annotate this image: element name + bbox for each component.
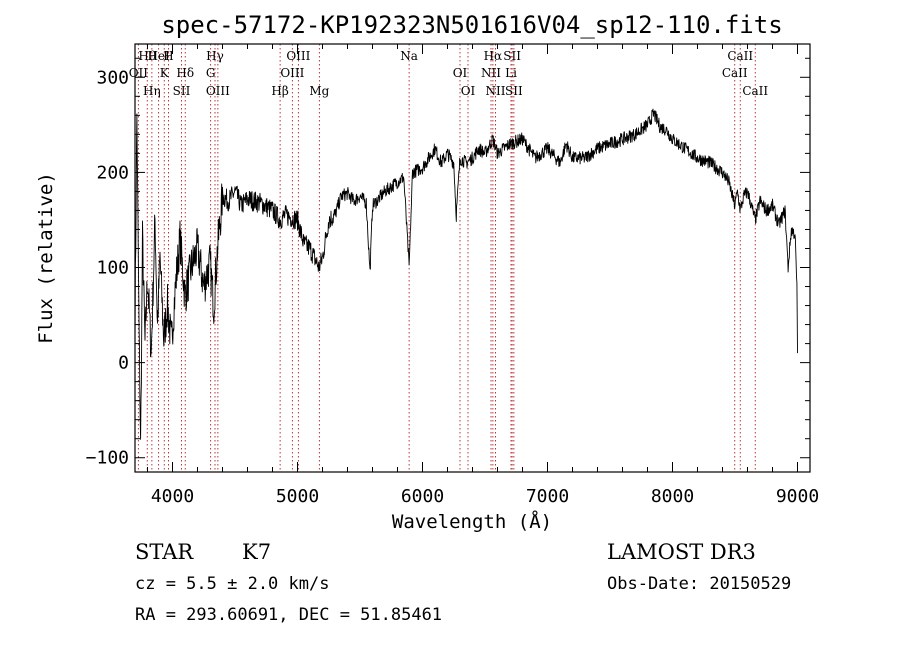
line-label: H bbox=[163, 49, 173, 63]
line-label: Mg bbox=[309, 84, 329, 98]
observation-date: Obs-Date: 20150529 bbox=[607, 574, 791, 594]
survey-name: LAMOST DR3 bbox=[607, 540, 756, 564]
object-class: STAR bbox=[135, 540, 194, 564]
y-tick-label: 100 bbox=[96, 258, 129, 279]
x-axis: 4000 5000 6000 7000 8000 9000 bbox=[147, 44, 819, 507]
y-tick-label: 300 bbox=[96, 67, 129, 88]
line-label: G bbox=[206, 66, 216, 80]
line-label: Hη bbox=[143, 84, 161, 98]
line-label: Na bbox=[400, 49, 418, 63]
line-label: K bbox=[160, 66, 170, 80]
spectrum-line bbox=[134, 108, 798, 440]
line-label: SII bbox=[503, 49, 521, 63]
line-label: CaII bbox=[722, 66, 748, 80]
x-axis-label: Wavelength (Å) bbox=[392, 510, 552, 533]
spectral-line-markers bbox=[137, 44, 756, 472]
line-label: Hγ bbox=[206, 49, 224, 63]
coordinates: RA = 293.60691, DEC = 51.85461 bbox=[135, 605, 442, 625]
x-tick-label: 5000 bbox=[276, 486, 319, 507]
line-label: CaII bbox=[742, 84, 768, 98]
line-label: CaII bbox=[727, 49, 753, 63]
line-label: SII bbox=[505, 84, 523, 98]
y-tick-label: 0 bbox=[118, 353, 129, 374]
line-label: OI bbox=[461, 84, 476, 98]
x-tick-label: 6000 bbox=[401, 486, 444, 507]
line-label: SII bbox=[173, 84, 191, 98]
chart-title: spec-57172-KP192323N501616V04_sp12-110.f… bbox=[161, 11, 782, 39]
line-label: Hα bbox=[484, 49, 503, 63]
line-label: OIII bbox=[280, 66, 304, 80]
y-tick-label: 200 bbox=[96, 162, 129, 183]
x-tick-label: 9000 bbox=[776, 486, 819, 507]
spectrum-series bbox=[134, 108, 798, 440]
subclass: K7 bbox=[242, 540, 271, 564]
x-tick-label: 8000 bbox=[651, 486, 694, 507]
line-label: OII bbox=[129, 66, 149, 80]
plot-frame bbox=[134, 43, 811, 473]
y-axis-label: Flux (relative) bbox=[35, 172, 57, 344]
line-label: Hθ bbox=[138, 49, 156, 63]
line-label: HeI bbox=[147, 49, 170, 63]
line-label: OIII bbox=[206, 84, 230, 98]
line-label: NII bbox=[481, 66, 501, 80]
line-label: Li bbox=[505, 66, 517, 80]
y-axis: −100 0 100 200 300 bbox=[86, 57, 810, 469]
x-tick-label: 7000 bbox=[526, 486, 569, 507]
line-label: NII bbox=[486, 84, 506, 98]
redshift-cz: cz = 5.5 ± 2.0 km/s bbox=[135, 574, 329, 594]
x-tick-label: 4000 bbox=[151, 486, 194, 507]
line-label: Hβ bbox=[271, 84, 288, 98]
line-label: OIII bbox=[286, 49, 310, 63]
spectral-line-labels: HθOIIHηHeIKSIIHHδOIIIHγGHβOIIIOIIIMgNaOI… bbox=[129, 49, 769, 98]
line-label: OI bbox=[453, 66, 468, 80]
line-label: Hδ bbox=[176, 66, 194, 80]
y-tick-label: −100 bbox=[86, 448, 129, 469]
